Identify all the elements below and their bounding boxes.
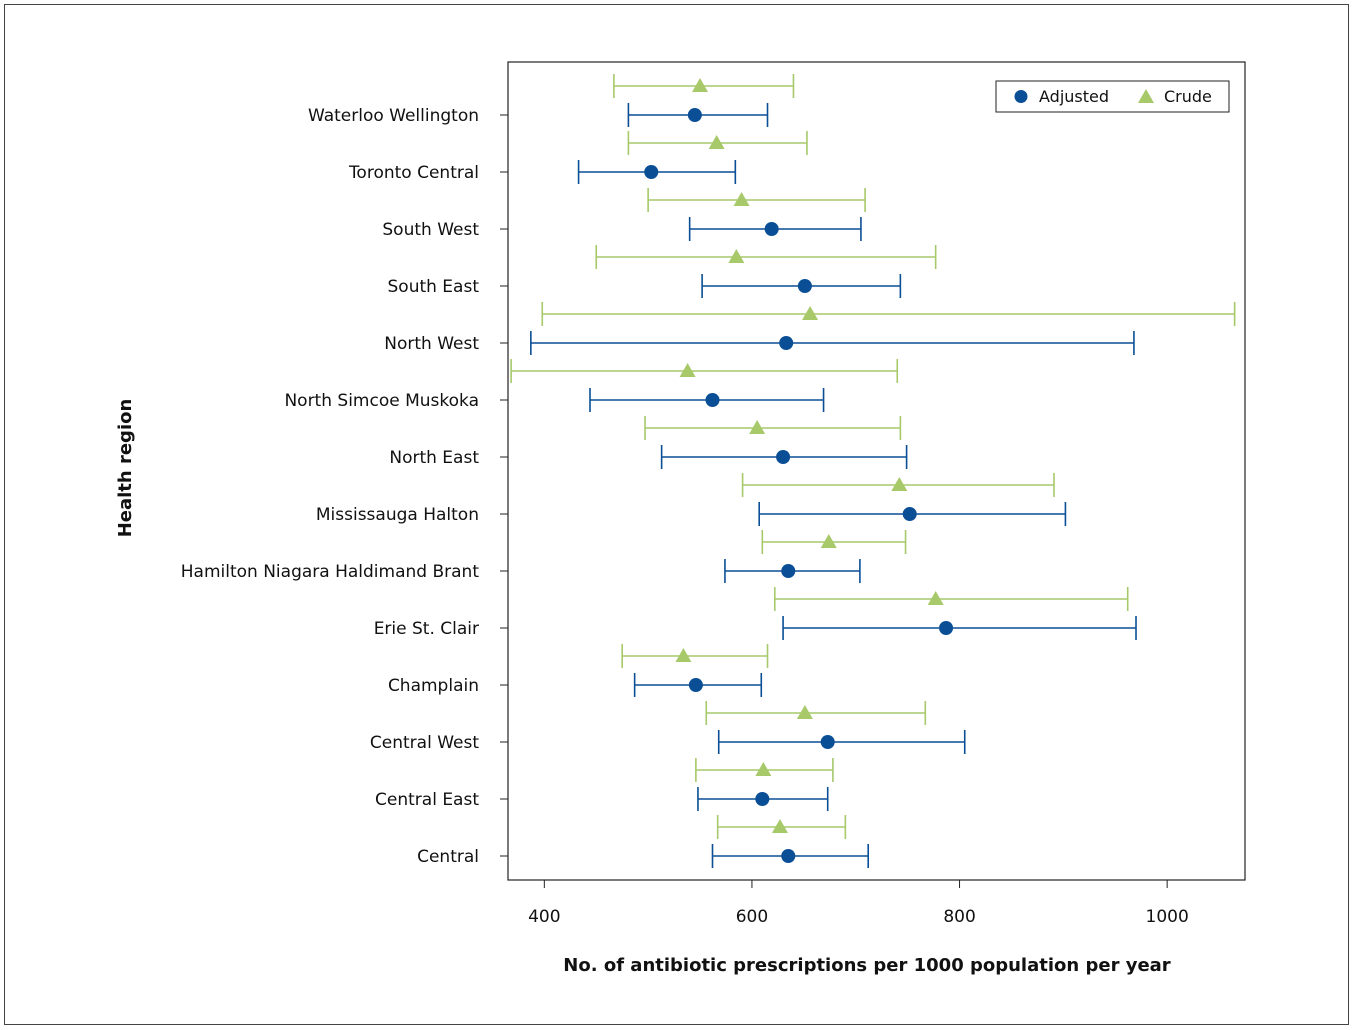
adjusted-ci-group [758,502,1067,526]
adjusted-point [939,621,954,635]
crude-ci-group [716,815,847,839]
adjusted-point [776,450,791,464]
crude-ci-group [644,416,902,440]
category-label: Toronto Central [348,163,479,183]
adjusted-point [797,279,812,293]
category-label: Hamilton Niagara Haldimand Brant [181,562,480,582]
plot-area [507,61,1246,881]
adjusted-point [755,792,770,806]
category-label: Waterloo Wellington [308,106,479,126]
x-axis: 400 600 800 1000 [528,880,1189,927]
x-tick-label: 800 [943,907,975,927]
adjusted-point [781,564,796,578]
x-tick-label: 600 [736,907,768,927]
adjusted-ci-group [782,616,1137,640]
crude-point [692,78,709,92]
adjusted-point [779,336,794,350]
adjusted-point [687,108,702,122]
legend: Adjusted Crude [995,80,1230,113]
crude-point [927,591,944,605]
adjusted-point [764,222,779,236]
crude-ci-group [595,245,937,269]
adjusted-ci-group [660,445,908,469]
x-axis-title: No. of antibiotic prescriptions per 1000… [563,955,1171,976]
crude-ci-group [705,701,927,725]
category-label: Mississauga Halton [316,505,479,525]
crude-point [679,363,696,377]
adjusted-ci-group [589,388,825,412]
crude-point [802,306,819,320]
y-axis: Waterloo Wellington Toronto Central South … [181,106,508,867]
legend-adjusted-marker [1014,90,1028,103]
adjusted-point [644,165,659,179]
forest-plot: 400 600 800 1000 Waterloo Wellington Toronto… [115,61,1246,976]
adjusted-point [902,507,917,521]
legend-box [995,80,1230,113]
adjusted-ci-group [701,274,902,298]
adjusted-point [781,849,796,863]
category-label: South West [382,220,479,240]
category-label: North East [389,448,479,468]
y-axis-title: Health region [115,399,136,538]
x-tick-label: 400 [528,907,560,927]
adjusted-ci-group [717,730,966,754]
crude-ci-group [613,74,795,98]
crude-ci-group [621,644,769,668]
crude-ci-group [761,530,907,554]
adjusted-ci-group [633,673,763,697]
crude-ci-group [741,473,1055,497]
x-tick-label: 1000 [1146,907,1189,927]
data-marks [510,74,1236,868]
adjusted-ci-group [688,217,862,241]
crude-point [675,648,692,662]
legend-crude-marker [1138,89,1154,103]
adjusted-ci-group [724,559,861,583]
crude-ci-group [773,587,1129,611]
crude-point [728,249,745,263]
adjusted-point [688,678,703,692]
crude-ci-group [541,302,1236,326]
category-label: Champlain [388,676,479,696]
crude-ci-group [647,188,866,212]
crude-ci-group [695,758,834,782]
chart-frame: 400 600 800 1000 Waterloo Wellington Toronto… [4,4,1349,1025]
category-label: Central [417,847,479,867]
crude-point [708,135,725,149]
category-label: Erie St. Clair [374,619,479,639]
adjusted-ci-group [530,331,1135,355]
adjusted-point [705,393,720,407]
adjusted-ci-group [627,103,769,127]
adjusted-ci-group [697,787,829,811]
crude-point [771,819,788,833]
crude-point [891,477,908,491]
adjusted-point [820,735,835,749]
legend-adjusted-label: Adjusted [1039,87,1109,106]
category-label: South East [388,277,480,297]
crude-point [755,762,772,776]
crude-ci-group [627,131,808,155]
crude-point [820,534,837,548]
adjusted-ci-group [577,160,737,184]
legend-crude-label: Crude [1164,87,1212,106]
crude-point [749,420,766,434]
category-label: Central East [375,790,479,810]
category-label: North Simcoe Muskoka [284,391,479,411]
category-label: Central West [370,733,479,753]
adjusted-ci-group [711,844,869,868]
category-label: North West [384,334,479,354]
crude-point [733,192,750,206]
crude-point [796,705,813,719]
crude-ci-group [510,359,899,383]
